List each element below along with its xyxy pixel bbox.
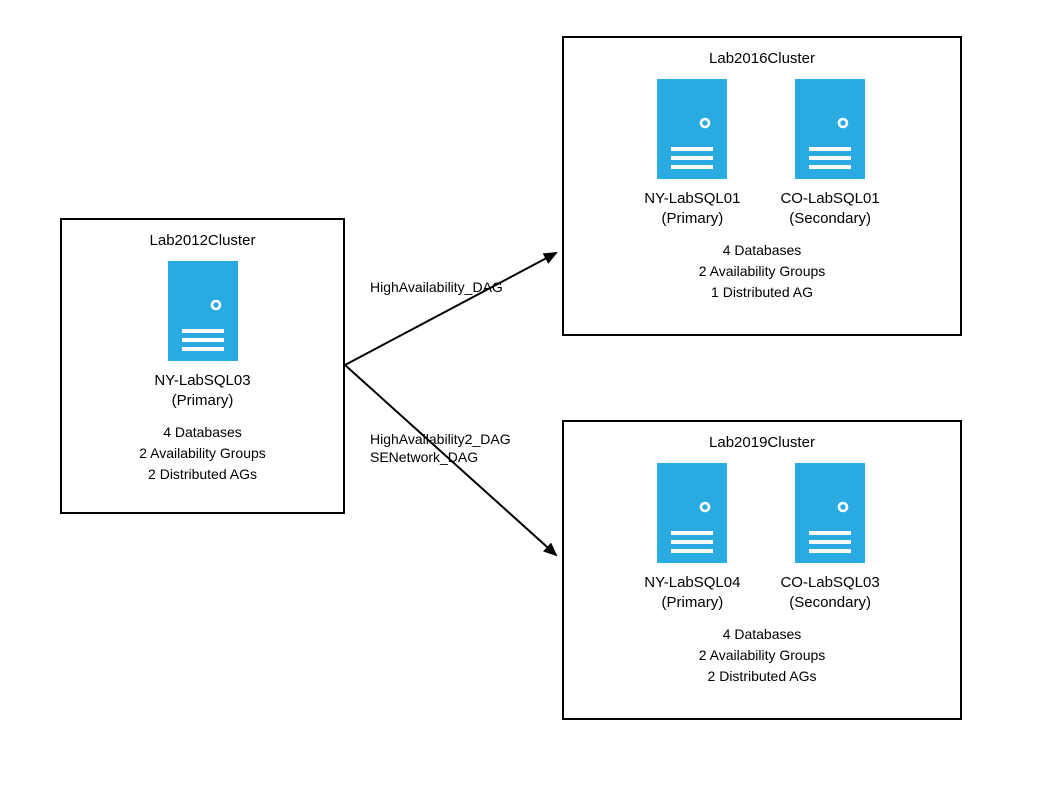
- server-icon: [168, 261, 238, 361]
- stat-line: 1 Distributed AG: [576, 282, 948, 303]
- server-icon: [795, 79, 865, 179]
- stat-line: 4 Databases: [74, 422, 331, 443]
- cluster-stats: 4 Databases 2 Availability Groups 1 Dist…: [576, 240, 948, 303]
- stat-line: 2 Availability Groups: [74, 443, 331, 464]
- server-role: (Primary): [662, 210, 724, 227]
- server-icon: [657, 463, 727, 563]
- server-name: NY-LabSQL01 (Primary): [644, 189, 740, 228]
- server-hostname: NY-LabSQL01: [644, 190, 740, 207]
- server-role: (Secondary): [789, 210, 871, 227]
- stat-line: 2 Distributed AGs: [74, 464, 331, 485]
- server-name: NY-LabSQL04 (Primary): [644, 573, 740, 612]
- arrow-to-2016: [345, 253, 556, 365]
- server-icon: [795, 463, 865, 563]
- cluster-title: Lab2012Cluster: [74, 232, 331, 249]
- cluster-title: Lab2019Cluster: [576, 434, 948, 451]
- cluster-lab2012: Lab2012Cluster NY-LabSQL03 (Primary) 4 D…: [60, 218, 345, 514]
- stat-line: 4 Databases: [576, 240, 948, 261]
- server-block: CO-LabSQL01 (Secondary): [780, 79, 879, 228]
- server-name: CO-LabSQL01 (Secondary): [780, 189, 879, 228]
- server-hostname: NY-LabSQL03: [154, 372, 250, 389]
- cluster-lab2016: Lab2016Cluster NY-LabSQL01 (Primary): [562, 36, 962, 336]
- stat-line: 2 Distributed AGs: [576, 666, 948, 687]
- arrow-label-dag2: HighAvailability2_DAG SENetwork_DAG: [370, 430, 511, 466]
- server-name: NY-LabSQL03 (Primary): [154, 371, 250, 410]
- server-block: NY-LabSQL01 (Primary): [644, 79, 740, 228]
- server-icon: [657, 79, 727, 179]
- servers-row: NY-LabSQL04 (Primary) CO-LabSQL03 (Secon…: [576, 463, 948, 612]
- server-block: NY-LabSQL03 (Primary): [154, 261, 250, 410]
- cluster-stats: 4 Databases 2 Availability Groups 2 Dist…: [576, 624, 948, 687]
- server-hostname: CO-LabSQL01: [780, 190, 879, 207]
- servers-row: NY-LabSQL03 (Primary): [74, 261, 331, 410]
- stat-line: 2 Availability Groups: [576, 261, 948, 282]
- arrow-label-dag1: HighAvailability_DAG: [370, 278, 503, 296]
- cluster-title: Lab2016Cluster: [576, 50, 948, 67]
- server-hostname: NY-LabSQL04: [644, 574, 740, 591]
- stat-line: 2 Availability Groups: [576, 645, 948, 666]
- server-role: (Secondary): [789, 594, 871, 611]
- server-hostname: CO-LabSQL03: [780, 574, 879, 591]
- cluster-lab2019: Lab2019Cluster NY-LabSQL04 (Primary): [562, 420, 962, 720]
- arrow-label-line: HighAvailability_DAG: [370, 279, 503, 295]
- arrow-label-line: HighAvailability2_DAG: [370, 431, 511, 447]
- server-name: CO-LabSQL03 (Secondary): [780, 573, 879, 612]
- server-role: (Primary): [172, 392, 234, 409]
- arrow-label-line: SENetwork_DAG: [370, 449, 478, 465]
- stat-line: 4 Databases: [576, 624, 948, 645]
- cluster-stats: 4 Databases 2 Availability Groups 2 Dist…: [74, 422, 331, 485]
- server-role: (Primary): [662, 594, 724, 611]
- server-block: CO-LabSQL03 (Secondary): [780, 463, 879, 612]
- server-block: NY-LabSQL04 (Primary): [644, 463, 740, 612]
- servers-row: NY-LabSQL01 (Primary) CO-LabSQL01 (Secon…: [576, 79, 948, 228]
